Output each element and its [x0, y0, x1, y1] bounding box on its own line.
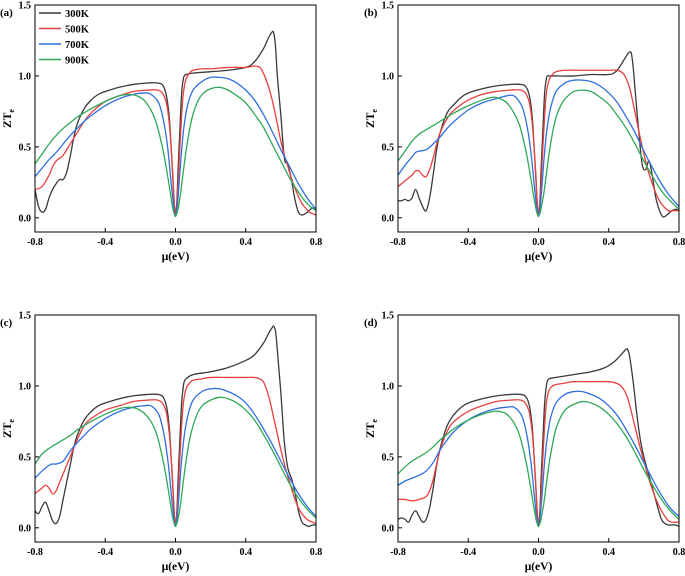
y-tick-label: 0.0 [382, 213, 395, 224]
y-axis-label: ZTe [2, 109, 16, 128]
panel-label: (c) [0, 317, 13, 329]
x-tick-label: -0.8 [27, 547, 43, 558]
y-tick-label: 0.0 [19, 213, 32, 224]
panel-label: (b) [364, 7, 378, 19]
y-axis-label: ZTe [2, 419, 16, 438]
series-line-900K [398, 89, 679, 218]
series-line-700K [398, 79, 679, 218]
y-axis-label: ZTe [365, 109, 379, 128]
panel-label: (d) [364, 317, 378, 329]
y-tick-label: 1.0 [19, 381, 32, 392]
x-tick-label: -0.8 [390, 237, 406, 248]
plot-frame [34, 314, 317, 543]
x-tick-label: 0.4 [603, 547, 616, 558]
y-tick-label: 0.5 [382, 142, 395, 153]
series-line-300K [35, 325, 316, 528]
series-line-700K [35, 387, 316, 528]
series-line-500K [35, 65, 316, 216]
x-axis-label: μ(eV) [525, 251, 553, 263]
series-line-900K [35, 396, 316, 528]
x-tick-label: -0.4 [97, 237, 113, 248]
series-group [398, 51, 679, 218]
x-axis-label: μ(eV) [162, 561, 190, 573]
y-tick-label: 1.5 [382, 1, 395, 12]
series-group [35, 30, 316, 218]
y-tick-label: 0.5 [382, 452, 395, 463]
legend: 300K 500K 700K 900K [39, 9, 90, 66]
x-tick-label: 0.8 [310, 547, 323, 558]
series-line-500K [398, 380, 679, 526]
x-tick-label: 0.0 [532, 547, 545, 558]
x-tick-label: 0.0 [532, 237, 545, 248]
x-tick-label: 0.4 [240, 547, 253, 558]
series-line-500K [398, 69, 679, 216]
panel-b: -0.8 -0.4 0.0 0.4 0.8 0.0 0.5 1.0 1.5 μ(eV) ZTe (b) [364, 1, 685, 264]
x-tick-label: -0.8 [390, 547, 406, 558]
series-line-900K [35, 86, 316, 218]
x-tick-label: 0.8 [673, 237, 685, 248]
x-axis-label: μ(eV) [525, 561, 553, 573]
y-tick-label: 1.5 [19, 1, 32, 12]
x-tick-label: -0.4 [460, 547, 476, 558]
plot-frame [397, 314, 680, 543]
x-tick-label: 0.4 [240, 237, 253, 248]
panel-d: -0.8 -0.4 0.0 0.4 0.8 0.0 0.5 1.0 1.5 μ(eV) ZTe (d) [364, 311, 685, 574]
x-tick-label: -0.4 [460, 237, 476, 248]
x-tick-label: 0.0 [169, 237, 182, 248]
series-line-300K [398, 348, 679, 527]
y-axis-label: ZTe [365, 419, 379, 438]
y-tick-label: 0.5 [19, 142, 32, 153]
legend-label: 700K [65, 40, 90, 51]
x-tick-label: 0.8 [310, 237, 323, 248]
series-line-900K [398, 400, 679, 528]
y-tick-label: 1.5 [382, 311, 395, 322]
y-tick-label: 0.5 [19, 452, 32, 463]
x-tick-label: -0.8 [27, 237, 43, 248]
panel-label: (a) [0, 7, 13, 19]
y-tick-label: 0.0 [19, 523, 32, 534]
panel-c: -0.8 -0.4 0.0 0.4 0.8 0.0 0.5 1.0 1.5 μ(eV) ZTe (c) [0, 311, 322, 574]
legend-label: 500K [65, 24, 90, 35]
series-group [35, 325, 316, 528]
y-tick-label: 1.0 [382, 71, 395, 82]
x-axis-label: μ(eV) [162, 251, 190, 263]
y-tick-label: 1.5 [19, 311, 32, 322]
y-tick-label: 1.0 [19, 71, 32, 82]
y-tick-label: 0.0 [382, 523, 395, 534]
series-line-500K [35, 376, 316, 526]
x-tick-label: 0.4 [603, 237, 616, 248]
series-group [398, 348, 679, 528]
panel-a: -0.8 -0.4 0.0 0.4 0.8 0.0 0.5 1.0 1.5 μ(eV) ZTe (a)… [0, 1, 322, 264]
y-tick-label: 1.0 [382, 381, 395, 392]
x-tick-label: 0.8 [673, 547, 685, 558]
x-tick-label: 0.0 [169, 547, 182, 558]
legend-label: 300K [65, 9, 90, 20]
legend-label: 900K [65, 55, 90, 66]
x-tick-label: -0.4 [97, 547, 113, 558]
